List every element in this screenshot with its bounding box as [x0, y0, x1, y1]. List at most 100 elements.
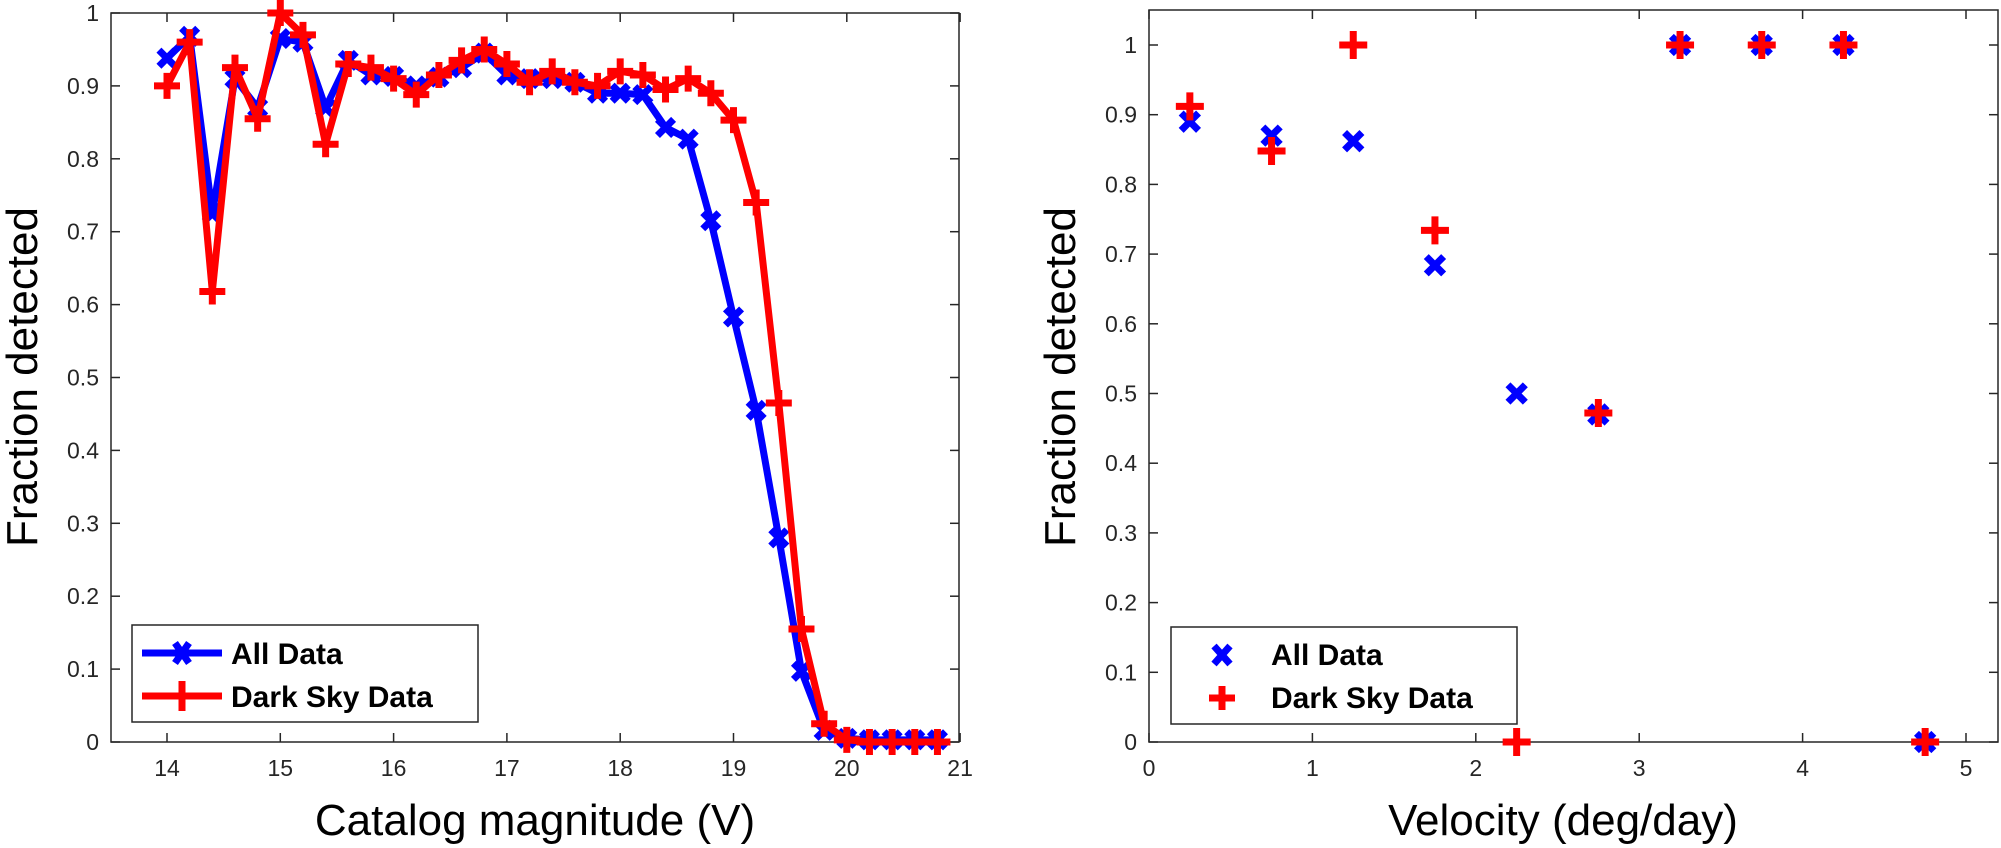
x-tick-label: 3	[1633, 755, 1646, 781]
x-tick-label: 17	[494, 755, 520, 781]
data-point-all-data	[700, 210, 722, 232]
data-point-dark-sky-data	[833, 726, 860, 753]
data-point-dark-sky-data	[380, 65, 407, 92]
data-point-dark-sky-data	[448, 47, 475, 74]
y-tick-label: 0.1	[67, 656, 99, 682]
x-tick-label: 20	[834, 755, 860, 781]
y-tick-label: 0.2	[1105, 590, 1137, 616]
y-tick-label: 0.4	[67, 437, 99, 463]
data-point-dark-sky-data	[289, 21, 316, 48]
legend-marker-all-data	[172, 640, 192, 666]
data-point-dark-sky-data	[856, 729, 883, 755]
y-tick-label: 0.5	[1105, 381, 1137, 407]
data-point-dark-sky-data	[652, 76, 679, 103]
axis-ticks: 0 1 2 3 4 5 0 0.1 0.2 0.3 0.4 0.5 0.6 0.7 0.8 0.9 1	[1105, 10, 1998, 781]
data-point-all-data	[1178, 110, 1202, 133]
data-point-dark-sky-data	[584, 72, 611, 99]
y-tick-label: 0	[1124, 729, 1137, 755]
x-tick-label: 21	[947, 755, 973, 781]
y-tick-label: 1	[86, 0, 99, 26]
y-tick-label: 0.9	[1105, 102, 1137, 128]
data-point-dark-sky-data	[924, 729, 951, 755]
y-tick-label: 0.3	[67, 510, 99, 536]
legend-label-all-data: All Data	[231, 638, 343, 671]
legend: All Data Dark Sky Data	[1170, 626, 1518, 725]
data-point-dark-sky-data	[539, 58, 566, 85]
data-point-dark-sky-data	[788, 616, 815, 643]
x-tick-label: 2	[1469, 755, 1482, 781]
y-tick-label: 0.2	[67, 583, 99, 609]
data-point-dark-sky-data	[901, 729, 928, 755]
x-tick-label: 18	[607, 755, 633, 781]
data-point-all-data	[1342, 130, 1365, 153]
x-tick-label: 14	[154, 755, 180, 781]
x-tick-label: 15	[268, 755, 294, 781]
data-point-dark-sky-data	[743, 189, 770, 216]
data-point-dark-sky-data	[675, 65, 702, 92]
data-point-dark-sky-data	[199, 278, 226, 305]
series-group	[1175, 31, 1940, 756]
legend-box	[1170, 626, 1518, 725]
data-point-dark-sky-data	[312, 131, 339, 158]
data-point-dark-sky-data	[1911, 728, 1940, 756]
y-tick-label: 0.6	[1105, 311, 1137, 337]
y-axis-title: Fraction detected	[1036, 207, 1085, 547]
data-point-dark-sky-data	[607, 58, 634, 85]
data-point-dark-sky-data	[811, 710, 838, 737]
data-point-dark-sky-data	[335, 51, 362, 78]
data-point-all-data	[156, 47, 178, 69]
data-point-dark-sky-data	[1339, 31, 1368, 59]
data-point-dark-sky-data	[154, 72, 180, 99]
data-point-dark-sky-data	[1257, 136, 1286, 165]
y-axis-title: Fraction detected	[0, 207, 47, 547]
data-point-dark-sky-data	[357, 54, 384, 81]
legend-label-dark-sky: Dark Sky Data	[231, 681, 433, 714]
x-axis-title: Catalog magnitude (V)	[315, 796, 755, 845]
legend-box	[131, 624, 479, 723]
data-point-dark-sky-data	[720, 107, 747, 134]
legend: All Data Dark Sky Data	[131, 624, 479, 723]
y-tick-label: 0	[86, 729, 99, 755]
y-tick-label: 0.3	[1105, 520, 1137, 546]
x-tick-label: 4	[1796, 755, 1809, 781]
x-axis-title: Velocity (deg/day)	[1388, 796, 1738, 845]
data-point-dark-sky-data	[1175, 92, 1204, 121]
x-tick-label: 0	[1143, 755, 1156, 781]
data-point-dark-sky-data	[267, 0, 294, 26]
y-tick-label: 0.7	[1105, 241, 1137, 267]
y-tick-label: 1	[1124, 32, 1137, 58]
data-point-all-data	[745, 399, 767, 421]
y-tick-label: 0.1	[1105, 659, 1137, 685]
legend-marker-all-data	[1211, 643, 1233, 667]
axis-ticks: 14 15 16 17 18 19 20 21 0 0.1 0.2 0.3 0.4 0.5 0.6 0.7 0.…	[67, 0, 973, 781]
data-point-dark-sky-data	[471, 36, 498, 63]
y-tick-label: 0.6	[67, 292, 99, 318]
plot-area	[110, 12, 960, 743]
magnitude-chart: 14 15 16 17 18 19 20 21 0 0.1 0.2 0.3 0.4 0.5 0.6 0.7 0.…	[0, 0, 973, 845]
data-point-dark-sky-data	[403, 81, 430, 108]
data-point-dark-sky-data	[1420, 216, 1449, 245]
plot-area	[1148, 9, 1999, 743]
data-point-dark-sky-data	[176, 29, 203, 56]
legend-label-dark-sky: Dark Sky Data	[1271, 682, 1473, 715]
y-tick-label: 0.9	[67, 73, 99, 99]
data-point-all-data	[1423, 254, 1447, 277]
data-point-all-data	[722, 306, 745, 328]
data-point-dark-sky-data	[765, 390, 792, 417]
data-point-all-data	[768, 527, 790, 549]
data-point-all-data	[1505, 382, 1528, 405]
x-tick-label: 5	[1960, 755, 1973, 781]
velocity-chart: 0 1 2 3 4 5 0 0.1 0.2 0.3 0.4 0.5 0.6 0.7 0.8 0.9 1 Velo…	[1036, 9, 1999, 845]
data-point-all-data	[677, 128, 699, 150]
y-tick-label: 0.8	[67, 146, 99, 172]
data-point-dark-sky-data	[1502, 728, 1531, 756]
data-point-dark-sky-data	[697, 80, 724, 107]
series-dark-sky-data	[1175, 31, 1940, 756]
data-point-dark-sky-data	[221, 54, 248, 81]
legend-marker-dark-sky	[1209, 686, 1235, 710]
data-point-dark-sky-data	[879, 729, 906, 755]
legend-label-all-data: All Data	[1271, 639, 1383, 672]
data-point-dark-sky-data	[1747, 31, 1776, 59]
y-tick-label: 0.8	[1105, 171, 1137, 197]
